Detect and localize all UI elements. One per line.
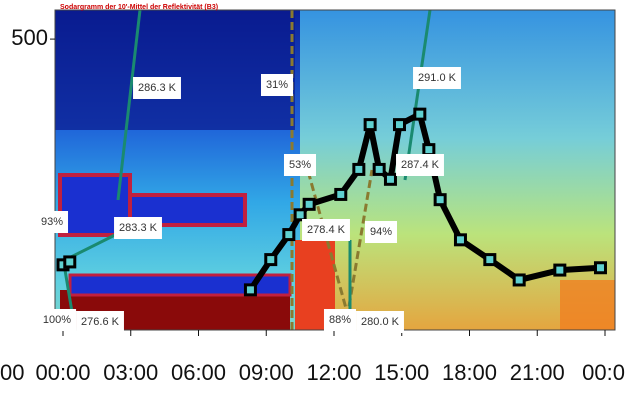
x-tick-label: 00:0 bbox=[582, 360, 625, 385]
annotation-box bbox=[323, 309, 357, 331]
series-marker bbox=[553, 263, 567, 277]
series-marker bbox=[512, 273, 526, 287]
annotation-box bbox=[133, 77, 181, 99]
x-tick-label: 00 bbox=[0, 360, 24, 385]
annotation-box bbox=[356, 311, 404, 333]
annotation-box bbox=[396, 154, 444, 176]
annotation: 287.4 K bbox=[396, 154, 444, 176]
series-marker bbox=[282, 228, 296, 242]
annotation-box bbox=[35, 211, 69, 233]
annotation-box bbox=[413, 67, 461, 89]
series-marker bbox=[334, 187, 348, 201]
x-tick-label: 09:00 bbox=[239, 360, 294, 385]
series-marker bbox=[413, 107, 427, 121]
series-marker bbox=[352, 162, 366, 176]
annotation-box bbox=[283, 154, 317, 176]
series-marker bbox=[293, 208, 307, 222]
x-tick-label: 00:00 bbox=[35, 360, 90, 385]
annotation-label: 31% bbox=[266, 79, 288, 91]
annotation: 286.3 K bbox=[133, 77, 181, 99]
annotation: 93% bbox=[35, 211, 69, 233]
annotation-label: 278.4 K bbox=[307, 224, 346, 236]
annotation-label: 53% bbox=[289, 159, 311, 171]
annotation-label: 280.0 K bbox=[361, 316, 400, 328]
series-marker bbox=[363, 118, 377, 132]
annotation-box bbox=[364, 221, 398, 243]
annotation: 291.0 K bbox=[413, 67, 461, 89]
annotation-label: 94% bbox=[370, 226, 392, 238]
series-marker bbox=[433, 193, 447, 207]
annotation: 88% bbox=[323, 309, 357, 331]
annotation-box bbox=[114, 217, 162, 239]
x-tick-label: 18:00 bbox=[442, 360, 497, 385]
annotation: 94% bbox=[364, 221, 398, 243]
annotation-label: 287.4 K bbox=[401, 159, 440, 171]
chart-title: Sodargramm der 10'-Mittel der Reflektivi… bbox=[60, 4, 218, 11]
series-marker bbox=[453, 233, 467, 247]
annotation-label: 100% bbox=[43, 314, 71, 326]
annotation: 276.6 K bbox=[76, 311, 124, 333]
annotation: 280.0 K bbox=[356, 311, 404, 333]
series-marker bbox=[593, 261, 607, 275]
annotation: 100% bbox=[37, 309, 77, 331]
x-tick-label: 12:00 bbox=[306, 360, 361, 385]
annotation-label: 283.3 K bbox=[119, 222, 158, 234]
series-marker bbox=[392, 118, 406, 132]
annotation-label: 88% bbox=[329, 314, 351, 326]
annotation-label: 291.0 K bbox=[418, 72, 457, 84]
annotation-label: 93% bbox=[41, 216, 63, 228]
x-tick-label: 03:00 bbox=[103, 360, 158, 385]
annotation-label: 286.3 K bbox=[138, 82, 177, 94]
annotation-box bbox=[260, 74, 294, 96]
x-tick-label: 15:00 bbox=[374, 360, 429, 385]
series-marker bbox=[372, 162, 386, 176]
x-tick-label: 06:00 bbox=[171, 360, 226, 385]
heatmap-background bbox=[55, 10, 615, 330]
series-marker bbox=[302, 197, 316, 211]
series-marker bbox=[264, 253, 278, 267]
annotation: 53% bbox=[283, 154, 317, 176]
x-tick-label: 21:00 bbox=[510, 360, 565, 385]
series-marker bbox=[422, 143, 436, 157]
annotation-box bbox=[76, 311, 124, 333]
annotation-box bbox=[37, 309, 77, 331]
series-marker bbox=[63, 255, 77, 269]
annotation-label: 276.6 K bbox=[81, 316, 120, 328]
annotation: 31% bbox=[260, 74, 294, 96]
series-marker bbox=[243, 283, 257, 297]
annotation-box bbox=[302, 219, 350, 241]
series-marker bbox=[383, 172, 397, 186]
y-tick-label: 500 bbox=[11, 25, 48, 50]
annotation: 278.4 K bbox=[302, 219, 350, 241]
annotation: 283.3 K bbox=[114, 217, 162, 239]
series-marker bbox=[483, 253, 497, 267]
